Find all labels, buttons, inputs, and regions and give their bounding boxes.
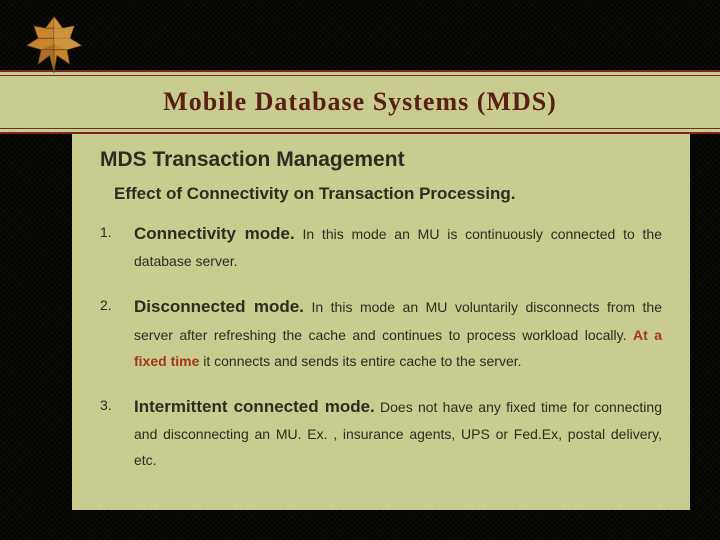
item-term: Disconnected mode. [134, 297, 304, 316]
item-number: 2. [100, 293, 112, 319]
subtitle: Effect of Connectivity on Transaction Pr… [114, 184, 662, 204]
item-number: 1. [100, 220, 112, 246]
section-title: MDS Transaction Management [100, 148, 662, 172]
item-term: Connectivity mode. [134, 224, 295, 243]
item-number: 3. [100, 393, 112, 419]
content-area: MDS Transaction Management Effect of Con… [72, 134, 690, 510]
item-body-after: it connects and sends its entire cache t… [199, 353, 521, 369]
list-item: 2. Disconnected mode. In this mode an MU… [100, 291, 662, 374]
list-item: 3. Intermittent connected mode. Does not… [100, 391, 662, 474]
list-item: 1. Connectivity mode. In this mode an MU… [100, 218, 662, 275]
title-band: Mobile Database Systems (MDS) [0, 70, 720, 134]
leaf-icon [18, 8, 90, 80]
item-term: Intermittent connected mode. [134, 397, 375, 416]
slide-title: Mobile Database Systems (MDS) [163, 87, 557, 117]
